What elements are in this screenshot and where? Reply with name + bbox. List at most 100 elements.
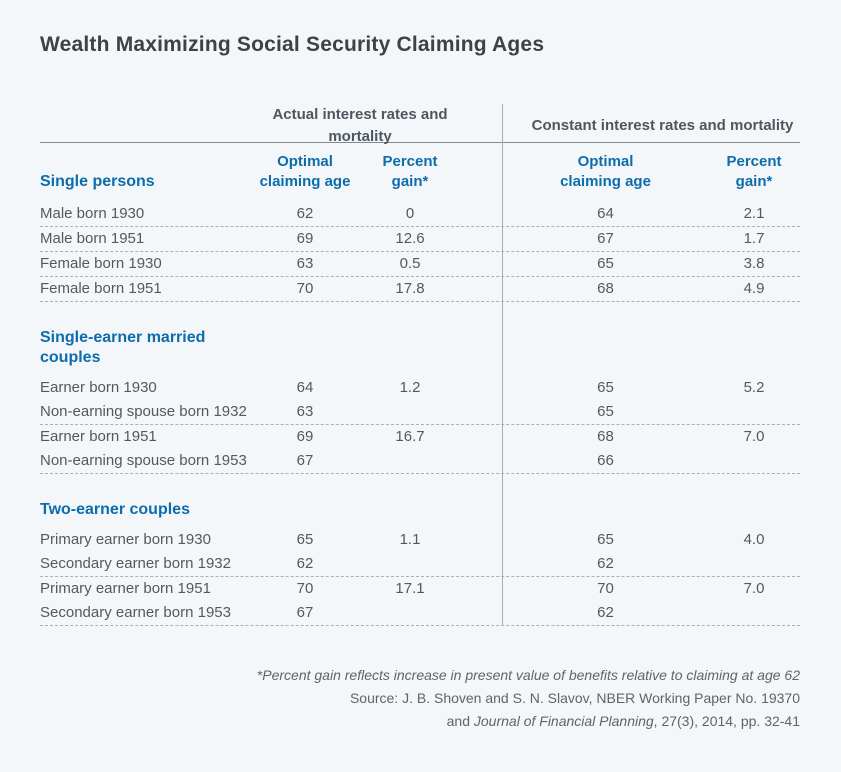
column-group-header-row: Actual interest rates and mortality Cons… <box>40 104 800 145</box>
constant-percent-gain-value <box>708 552 800 576</box>
col-header-constant-percent-gain: Percent gain* <box>726 153 782 190</box>
row-group: Primary earner born 1930 65 1.1 65 4.0 S… <box>40 528 800 577</box>
actual-percent-gain-value: 0 <box>405 205 415 222</box>
actual-claiming-age-value: 70 <box>296 580 314 597</box>
table-row: Non-earning spouse born 1953 67 66 <box>40 449 800 473</box>
section-header-row: Two-earner couples <box>40 474 800 528</box>
actual-claiming-age-value: 67 <box>296 604 314 621</box>
constant-percent-gain-value: 4.0 <box>743 531 765 548</box>
actual-percent-gain-value: 16.7 <box>395 428 425 445</box>
actual-percent-gain-value <box>355 601 465 625</box>
constant-claiming-age-value: 62 <box>597 555 614 572</box>
page: { "page": { "colors": { "background": "#… <box>0 33 841 772</box>
col-header-actual-claiming-age: Optimal claiming age <box>259 153 351 190</box>
actual-claiming-age-value: 62 <box>296 555 314 572</box>
constant-claiming-age-value: 64 <box>597 205 614 222</box>
spacer <box>465 277 503 301</box>
table-row: Male born 1930 62 0 64 2.1 <box>40 202 800 226</box>
row-group: Female born 1951 70 17.8 68 4.9 <box>40 277 800 302</box>
actual-claiming-age-value: 63 <box>296 403 314 420</box>
constant-percent-gain-value: 3.8 <box>743 255 765 272</box>
constant-percent-gain-value: 7.0 <box>743 428 765 445</box>
constant-claiming-age-value: 66 <box>597 452 614 469</box>
row-label: Secondary earner born 1932 <box>40 555 231 572</box>
constant-percent-gain-value: 7.0 <box>743 580 765 597</box>
row-group: Male born 1951 69 12.6 67 1.7 <box>40 227 800 252</box>
source-line-2-journal: Journal of Financial Planning <box>473 713 654 729</box>
source-line-2-suffix: , 27(3), 2014, pp. 32-41 <box>653 713 800 729</box>
section-header-single-persons: Single persons <box>40 173 155 190</box>
column-group-divider <box>502 104 503 626</box>
table-row: Female born 1951 70 17.8 68 4.9 <box>40 277 800 301</box>
row-group: Primary earner born 1951 70 17.1 70 7.0 … <box>40 577 800 626</box>
source-line-1: Source: J. B. Shoven and S. N. Slavov, N… <box>349 690 800 706</box>
constant-percent-gain-value: 1.7 <box>743 230 765 247</box>
constant-claiming-age-value: 67 <box>597 230 614 247</box>
table-footer: *Percent gain reflects increase in prese… <box>40 664 800 733</box>
section-header-row: Single-earner married couples <box>40 302 800 376</box>
table-row: Earner born 1951 69 16.7 68 7.0 <box>40 425 800 449</box>
row-label: Earner born 1930 <box>40 379 157 396</box>
spacer <box>465 601 503 625</box>
table-row: Male born 1951 69 12.6 67 1.7 <box>40 227 800 251</box>
source-line-2: and Journal of Financial Planning, 27(3)… <box>40 710 800 733</box>
actual-percent-gain-value <box>355 449 465 473</box>
constant-percent-gain-value: 5.2 <box>743 379 765 396</box>
row-label: Primary earner born 1930 <box>40 531 211 548</box>
actual-claiming-age-value: 62 <box>296 205 314 222</box>
actual-percent-gain-value: 1.1 <box>399 531 421 548</box>
actual-percent-gain-value: 1.2 <box>399 379 421 396</box>
constant-claiming-age-value: 65 <box>597 255 614 272</box>
row-group: Earner born 1951 69 16.7 68 7.0 Non-earn… <box>40 425 800 474</box>
col-header-constant-claiming-age: Optimal claiming age <box>560 153 651 190</box>
actual-percent-gain-value <box>355 552 465 576</box>
spacer <box>465 400 503 424</box>
actual-percent-gain-value: 12.6 <box>395 230 425 247</box>
row-group: Male born 1930 62 0 64 2.1 <box>40 202 800 227</box>
table-row: Non-earning spouse born 1932 63 65 <box>40 400 800 424</box>
table-row: Female born 1930 63 0.5 65 3.8 <box>40 252 800 276</box>
constant-claiming-age-value: 65 <box>597 379 614 396</box>
table-row: Secondary earner born 1932 62 62 <box>40 552 800 576</box>
spacer <box>465 227 503 251</box>
row-label: Male born 1951 <box>40 230 145 247</box>
table-row: Secondary earner born 1953 67 62 <box>40 601 800 625</box>
row-label: Female born 1930 <box>40 255 162 272</box>
column-group-constant-label: Constant interest rates and mortality <box>531 117 794 134</box>
row-label: Non-earning spouse born 1932 <box>40 403 247 420</box>
row-label: Male born 1930 <box>40 205 145 222</box>
row-label: Non-earning spouse born 1953 <box>40 452 247 469</box>
actual-percent-gain-value <box>355 400 465 424</box>
actual-claiming-age-value: 69 <box>296 428 314 445</box>
actual-claiming-age-value: 63 <box>296 255 314 272</box>
actual-percent-gain-value: 0.5 <box>399 255 421 272</box>
row-label: Secondary earner born 1953 <box>40 604 231 621</box>
row-group: Earner born 1930 64 1.2 65 5.2 Non-earni… <box>40 376 800 425</box>
spacer <box>465 425 503 449</box>
table-top-rule <box>40 142 800 143</box>
constant-percent-gain-value <box>708 449 800 473</box>
footnote: *Percent gain reflects increase in prese… <box>256 667 800 683</box>
claiming-ages-table: Actual interest rates and mortality Cons… <box>40 104 800 626</box>
spacer <box>465 577 503 601</box>
constant-claiming-age-value: 65 <box>597 531 614 548</box>
page-title: Wealth Maximizing Social Security Claimi… <box>40 33 545 56</box>
table-row: Primary earner born 1930 65 1.1 65 4.0 <box>40 528 800 552</box>
actual-claiming-age-value: 69 <box>296 230 314 247</box>
actual-claiming-age-value: 65 <box>296 531 314 548</box>
table-row: Earner born 1930 64 1.2 65 5.2 <box>40 376 800 400</box>
actual-claiming-age-value: 70 <box>296 280 314 297</box>
constant-claiming-age-value: 68 <box>597 280 614 297</box>
constant-percent-gain-value: 2.1 <box>743 205 765 222</box>
spacer <box>465 449 503 473</box>
constant-percent-gain-value: 4.9 <box>743 280 765 297</box>
constant-claiming-age-value: 68 <box>597 428 614 445</box>
col-header-actual-percent-gain: Percent gain* <box>382 153 438 190</box>
spacer <box>465 552 503 576</box>
spacer <box>465 202 503 226</box>
section-header-two-earner-couples: Two-earner couples <box>40 501 190 518</box>
actual-claiming-age-value: 64 <box>296 379 314 396</box>
constant-claiming-age-value: 65 <box>597 403 614 420</box>
spacer <box>465 252 503 276</box>
figure-panel: Wealth Maximizing Social Security Claimi… <box>0 33 841 772</box>
